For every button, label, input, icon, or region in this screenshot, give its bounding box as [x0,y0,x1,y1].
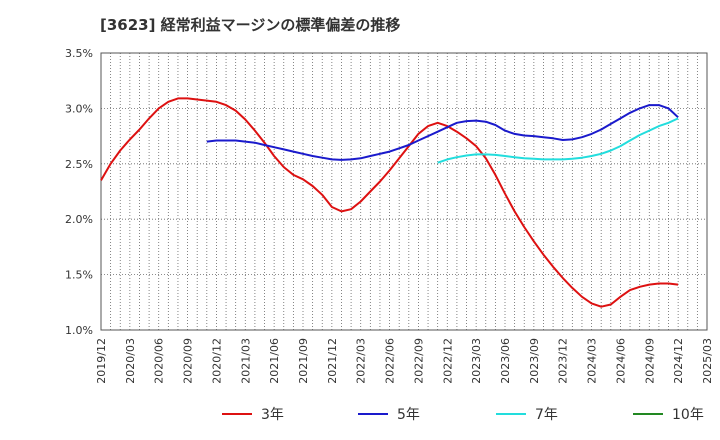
x-axis-ticks: 2019/12 2020/03 2020/06 2020/09 2020/12 2021/… [95,338,714,384]
x-tick-label: 2024/09 [643,338,656,384]
x-tick-label: 2021/09 [297,338,310,384]
y-tick-label: 2.5% [65,158,93,171]
legend-label: 5年 [397,407,420,423]
y-tick-label: 3.5% [65,47,93,60]
y-tick-label: 2.0% [65,213,93,226]
plot-area [100,52,708,331]
x-tick-label: 2024/03 [586,338,599,384]
series-line [437,117,679,164]
x-tick-label: 2024/06 [614,338,627,384]
x-tick-label: 2022/12 [441,338,454,384]
x-tick-label: 2023/09 [528,338,541,384]
x-tick-label: 2020/06 [153,338,166,384]
x-tick-label: 2022/06 [384,338,397,384]
y-tick-label: 1.5% [65,269,93,282]
x-tick-label: 2023/06 [499,338,512,384]
y-tick-label: 1.0% [65,324,93,337]
x-tick-label: 2022/03 [355,338,368,384]
chart-title: [3623] 経常利益マージンの標準偏差の推移 [100,16,400,34]
y-tick-label: 3.0% [65,102,93,115]
x-tick-label: 2021/12 [326,338,339,384]
series-line [100,97,679,308]
legend-label: 3年 [261,407,284,423]
legend-label: 10年 [672,407,704,423]
plot-background [101,53,707,330]
series-lines [100,97,679,308]
x-tick-label: 2021/03 [239,338,252,384]
x-tick-label: 2019/12 [95,338,108,384]
x-tick-label: 2020/12 [210,338,223,384]
x-tick-label: 2020/03 [124,338,137,384]
y-axis-ticks: 1.0% 1.5% 2.0% 2.5% 3.0% 3.5% [65,47,93,337]
plot-frame [100,52,708,331]
series-line [206,104,679,161]
x-tick-label: 2020/09 [182,338,195,384]
legend-label: 7年 [535,407,558,423]
x-tick-label: 2024/12 [672,338,685,384]
x-tick-label: 2022/09 [412,338,425,384]
x-tick-label: 2023/03 [470,338,483,384]
legend: 3年 5年 7年 10年 [222,407,704,423]
x-tick-label: 2025/03 [701,338,714,384]
x-tick-label: 2021/06 [268,338,281,384]
x-tick-label: 2023/12 [557,338,570,384]
